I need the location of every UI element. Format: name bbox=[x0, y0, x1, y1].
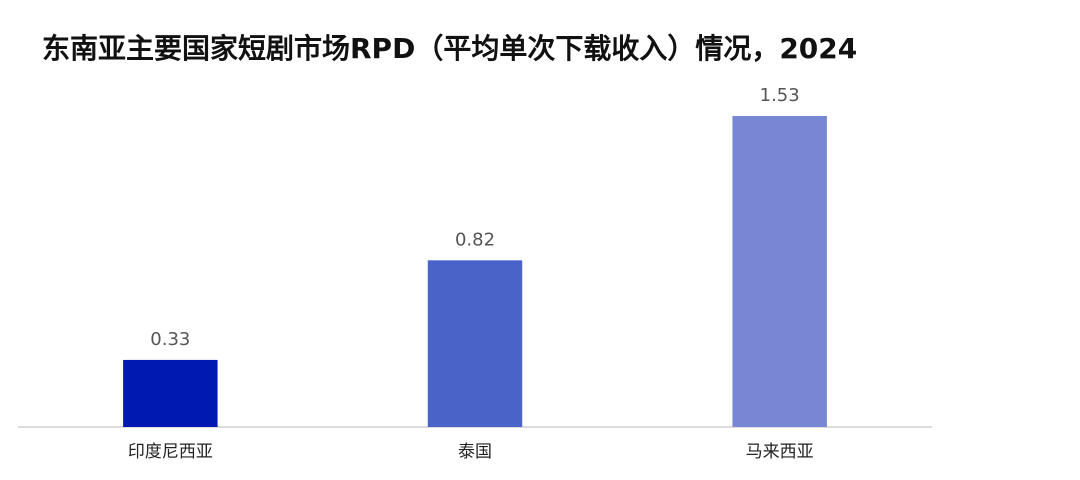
x-tick-label: 泰国 bbox=[458, 442, 492, 462]
x-tick-label: 印度尼西亚 bbox=[128, 442, 213, 462]
value-label: 1.53 bbox=[760, 85, 800, 106]
value-label: 0.33 bbox=[150, 329, 190, 350]
bar bbox=[427, 260, 523, 427]
bar bbox=[732, 116, 827, 427]
x-tick-label: 马来西亚 bbox=[746, 442, 814, 462]
bar bbox=[123, 359, 218, 427]
value-label: 0.82 bbox=[455, 229, 495, 250]
chart-title: 东南亚主要国家短剧市场RPD（平均单次下载收入）情况，2024 bbox=[42, 32, 857, 65]
